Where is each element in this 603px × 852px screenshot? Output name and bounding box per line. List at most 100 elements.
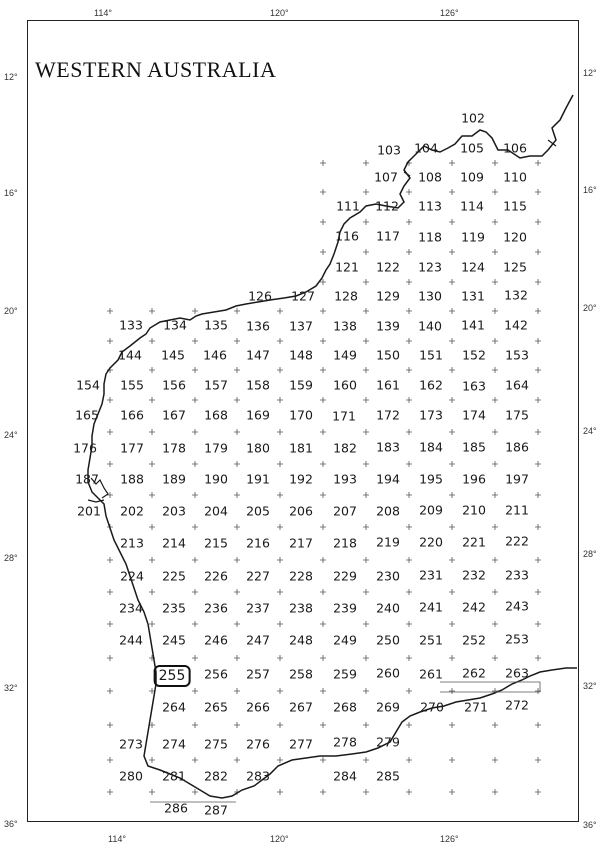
- map-sheet-number: 119: [461, 229, 485, 245]
- map-sheet-number: 196: [462, 471, 486, 487]
- graticule-tick: [535, 338, 541, 344]
- map-sheet-number: 209: [419, 502, 443, 518]
- map-sheet-number: 154: [76, 377, 100, 393]
- graticule-tick: [320, 621, 326, 627]
- map-sheet-number: 282: [204, 768, 228, 784]
- map-sheet-number: 107: [374, 169, 398, 185]
- map-sheet-number: 260: [376, 665, 400, 681]
- map-title: WESTERN AUSTRALIA: [35, 57, 277, 82]
- graticule-tick: [107, 308, 113, 314]
- map-sheet-number: 182: [333, 440, 357, 456]
- map-sheet-number: 127: [291, 288, 315, 304]
- map-sheet-number: 120: [503, 229, 527, 245]
- map-sheet-number: 258: [289, 666, 313, 682]
- graticule-tick: [363, 789, 369, 795]
- map-sheet-number: 142: [504, 317, 528, 333]
- graticule-tick: [277, 688, 283, 694]
- map-sheet-number: 122: [376, 259, 400, 275]
- graticule-tick: [535, 524, 541, 530]
- map-sheet-number: 151: [419, 347, 443, 363]
- graticule-tick: [363, 249, 369, 255]
- map-sheet-number: 205: [246, 503, 270, 519]
- graticule-tick: [107, 789, 113, 795]
- map-sheet-number: 262: [462, 665, 486, 681]
- graticule-tick: [234, 397, 240, 403]
- graticule-tick: [320, 789, 326, 795]
- map-sheet-number: 228: [289, 568, 313, 584]
- graticule-tick: [492, 621, 498, 627]
- graticule-tick: [363, 160, 369, 166]
- graticule-tick: [277, 397, 283, 403]
- graticule-tick: [449, 308, 455, 314]
- lat-label-24-right: 24°: [583, 426, 597, 436]
- map-sheet-number: 270: [420, 699, 444, 715]
- map-sheet-number: 272: [505, 697, 529, 713]
- map-sheet-number: 125: [503, 259, 527, 275]
- lat-label-20-left: 20°: [4, 306, 18, 316]
- map-sheet-number: 234: [119, 600, 143, 616]
- graticule-tick: [535, 492, 541, 498]
- map-sheet-number: 229: [333, 568, 357, 584]
- map-sheet-number: 286: [164, 800, 188, 816]
- map-sheet-number: 256: [204, 666, 228, 682]
- graticule-tick: [449, 189, 455, 195]
- map-sheet-number: 138: [333, 318, 357, 334]
- map-sheet-number: 156: [162, 377, 186, 393]
- map-sheet-number: 227: [246, 568, 270, 584]
- graticule-tick: [149, 524, 155, 530]
- map-sheet-number: 184: [419, 439, 443, 455]
- graticule-tick: [449, 249, 455, 255]
- graticule-tick: [149, 722, 155, 728]
- graticule-tick: [107, 688, 113, 694]
- map-sheet-highlighted: 255: [153, 665, 191, 687]
- graticule-tick: [149, 461, 155, 467]
- graticule-tick: [192, 429, 198, 435]
- lon-label-114-top: 114°: [94, 8, 112, 18]
- map-sheet-number: 259: [333, 666, 357, 682]
- graticule-ticks: [107, 160, 541, 795]
- map-sheet-number: 214: [162, 535, 186, 551]
- map-sheet-number: 115: [503, 198, 527, 214]
- graticule-tick: [535, 655, 541, 661]
- graticule-tick: [107, 492, 113, 498]
- coastline: [87, 94, 577, 799]
- lat-label-36-right: 36°: [583, 820, 597, 830]
- graticule-tick: [107, 397, 113, 403]
- map-sheet-number: 171: [332, 408, 356, 424]
- graticule-tick: [107, 621, 113, 627]
- graticule-tick: [492, 461, 498, 467]
- graticule-tick: [449, 789, 455, 795]
- graticule-tick: [149, 688, 155, 694]
- map-sheet-number: 273: [119, 736, 143, 752]
- map-sheet-number: 166: [120, 407, 144, 423]
- graticule-tick: [363, 429, 369, 435]
- graticule-tick: [492, 189, 498, 195]
- graticule-tick: [449, 557, 455, 563]
- map-sheet-number: 246: [204, 632, 228, 648]
- graticule-tick: [320, 429, 326, 435]
- map-sheet-number: 187: [75, 471, 99, 487]
- map-sheet-number: 181: [289, 440, 313, 456]
- sheet-boundary-bottom: [150, 681, 541, 803]
- graticule-tick: [192, 338, 198, 344]
- map-sheet-number: 216: [246, 535, 270, 551]
- map-sheet-number: 188: [120, 471, 144, 487]
- graticule-tick: [363, 189, 369, 195]
- map-sheet-number: 243: [505, 598, 529, 614]
- graticule-tick: [234, 461, 240, 467]
- graticule-tick: [535, 789, 541, 795]
- graticule-tick: [492, 557, 498, 563]
- graticule-tick: [449, 589, 455, 595]
- graticule-tick: [149, 757, 155, 763]
- graticule-tick: [277, 757, 283, 763]
- graticule-tick: [107, 461, 113, 467]
- graticule-tick: [535, 367, 541, 373]
- graticule-tick: [363, 492, 369, 498]
- map-sheet-number: 192: [289, 471, 313, 487]
- map-sheet-number: 279: [376, 734, 400, 750]
- graticule-tick: [363, 757, 369, 763]
- map-sheet-number: 175: [505, 407, 529, 423]
- graticule-tick: [192, 397, 198, 403]
- map-sheet-number: 111: [336, 198, 360, 214]
